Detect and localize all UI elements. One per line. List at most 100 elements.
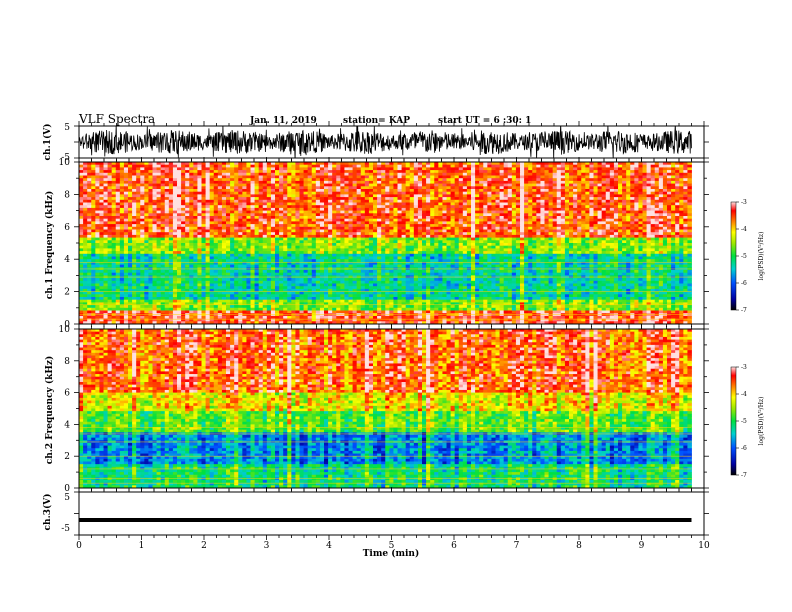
spectrogram-cell: [283, 194, 288, 198]
spectrogram-cell: [144, 199, 149, 203]
spectrogram-cell: [536, 234, 541, 238]
spectrogram-cell: [434, 224, 439, 228]
spectrogram-cell: [646, 194, 652, 198]
spectrogram-cell: [172, 186, 178, 190]
spectrogram-cell: [495, 243, 500, 247]
spectrogram-cell: [262, 234, 268, 238]
spectrogram-cell: [254, 178, 260, 182]
spectrogram-cell: [495, 237, 500, 241]
spectrogram-cell: [609, 234, 615, 238]
spectrogram-cell: [315, 180, 321, 184]
spectrogram-cell: [487, 202, 492, 206]
spectrogram-cell: [385, 216, 390, 220]
spectrogram-cell: [242, 216, 247, 220]
spectrogram-cell: [560, 207, 566, 211]
spectrogram-cell: [475, 191, 480, 195]
spectrogram-cell: [234, 162, 239, 166]
spectrogram-cell: [495, 207, 500, 211]
spectrogram-cell: [217, 245, 223, 249]
spectrogram-cell: [373, 240, 378, 244]
spectrogram-cell: [491, 245, 496, 249]
spectrogram-cell: [507, 197, 513, 201]
spectrogram-cell: [324, 243, 329, 247]
spectrogram-cell: [609, 197, 615, 201]
spectrogram-cell: [348, 226, 353, 230]
spectrogram-cell: [209, 202, 215, 206]
spectrogram-cell: [556, 175, 562, 179]
spectrogram-cell: [328, 191, 333, 195]
spectrogram-cell: [573, 191, 578, 195]
spectrogram-cell: [556, 213, 562, 217]
spectrogram-cell: [324, 191, 329, 195]
spectrogram-cell: [601, 191, 607, 195]
spectrogram-cell: [123, 191, 129, 195]
spectrogram-cell: [548, 191, 554, 195]
spectrogram-cell: [667, 197, 672, 201]
spectrogram-cell: [250, 213, 255, 217]
spectrogram-cell: [360, 237, 366, 241]
spectrogram-cell: [238, 183, 243, 187]
spectrogram-cell: [605, 245, 611, 249]
spectrogram-cell: [540, 224, 545, 228]
spectrogram-cell: [177, 207, 182, 211]
spectrogram-cell: [344, 237, 349, 241]
spectrogram-cell: [254, 194, 260, 198]
spectrogram-cell: [258, 224, 264, 228]
spectrogram-cell: [307, 218, 313, 222]
spectrogram-cell: [254, 237, 260, 241]
spectrogram-cell: [524, 237, 529, 241]
spectrogram-cell: [422, 216, 427, 220]
spectrogram-cell: [148, 167, 153, 171]
spectrogram-cell: [479, 162, 484, 166]
spectrogram-cell: [593, 216, 598, 220]
spectrogram-cell: [434, 229, 439, 233]
spectrogram-cell: [548, 245, 554, 249]
spectrogram-cell: [491, 194, 496, 198]
spectrogram-cell: [205, 218, 211, 222]
spectrogram-cell: [573, 216, 578, 220]
spectrogram-cell: [262, 199, 268, 203]
spectrogram-cell: [364, 186, 370, 190]
spectrogram-cell: [324, 197, 329, 201]
spectrogram-cell: [417, 221, 423, 225]
spectrogram-cell: [144, 180, 149, 184]
spectrogram-cell: [352, 234, 358, 238]
spectrogram-cell: [638, 213, 643, 217]
spectrogram-cell: [238, 216, 243, 220]
spectrogram-cell: [213, 197, 219, 201]
spectrogram-cell: [450, 186, 456, 190]
spectrogram-cell: [352, 172, 358, 176]
spectrogram-cell: [226, 218, 231, 222]
spectrogram-cell: [136, 248, 141, 252]
spectrogram-cell: [605, 167, 611, 171]
spectrogram-cell: [99, 172, 104, 176]
spectrogram-cell: [540, 189, 545, 193]
spectrogram-cell: [201, 224, 206, 228]
spectrogram-cell: [266, 237, 272, 241]
spectrogram-cell: [115, 180, 121, 184]
spectrogram-cell: [332, 207, 337, 211]
spectrogram-cell: [471, 199, 476, 203]
spectrogram-cell: [397, 170, 402, 174]
spectrogram-cell: [626, 226, 631, 230]
spectrogram-cell: [524, 207, 529, 211]
spectrogram-cell: [111, 218, 117, 222]
spectrogram-cell: [128, 180, 133, 184]
spectrogram-cell: [377, 191, 382, 195]
spectrogram-cell: [507, 245, 513, 249]
spectrogram-cell: [283, 232, 288, 236]
spectrogram-cell: [319, 218, 325, 222]
spectrogram-cell: [246, 218, 251, 222]
spectrogram-cell: [295, 221, 300, 225]
spectrogram-cell: [340, 218, 345, 222]
spectrogram-cell: [164, 175, 170, 179]
spectrogram-cell: [254, 172, 260, 176]
spectrogram-cell: [275, 197, 280, 201]
spectrogram-cell: [311, 197, 317, 201]
spectrogram-cell: [287, 229, 292, 233]
spectrogram-cell: [201, 229, 206, 233]
spectrogram-cell: [87, 172, 92, 176]
spectrogram-cell: [91, 199, 96, 203]
spectrogram-cell: [601, 180, 607, 184]
spectrogram-cell: [622, 180, 627, 184]
